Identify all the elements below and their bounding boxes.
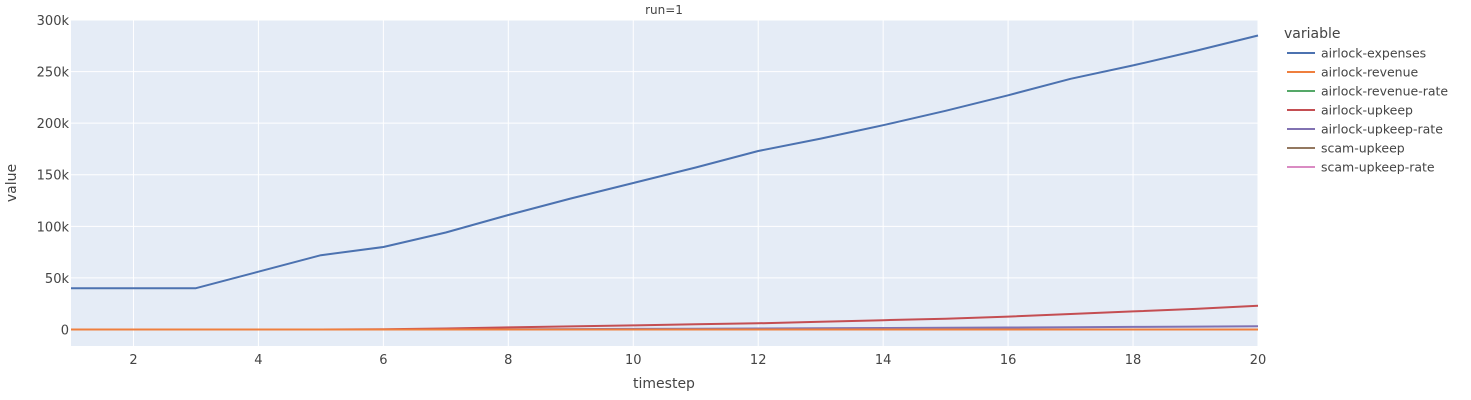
legend-label: airlock-revenue-rate [1321, 84, 1448, 99]
y-tick-label: 150k [37, 169, 70, 184]
y-tick-label: 0 [61, 323, 69, 338]
y-tick-label: 300k [37, 14, 70, 29]
x-tick-label: 2 [129, 353, 137, 368]
x-tick-label: 4 [254, 353, 262, 368]
y-tick-label: 50k [45, 272, 70, 287]
legend: variable airlock-expenses airlock-revenue… [1284, 26, 1448, 175]
legend-label: airlock-upkeep-rate [1321, 122, 1443, 137]
x-tick-label: 20 [1250, 353, 1267, 368]
legend-item-airlock-expenses[interactable]: airlock-expenses [1287, 46, 1426, 61]
y-tick-label: 100k [37, 220, 70, 235]
legend-label: scam-upkeep [1321, 141, 1405, 156]
legend-title: variable [1284, 26, 1340, 42]
y-axis-title: value [4, 164, 20, 202]
y-tick-label: 200k [37, 117, 70, 132]
series-lines [71, 34, 1259, 331]
x-tick-label: 18 [1125, 353, 1142, 368]
series-line-airlock-expenses [71, 34, 1259, 290]
legend-label: scam-upkeep-rate [1321, 160, 1435, 175]
legend-item-scam-upkeep-rate[interactable]: scam-upkeep-rate [1287, 160, 1435, 175]
x-axis-ticks: 2 4 6 8 10 12 14 16 18 20 [129, 353, 1266, 368]
x-axis-title: timestep [633, 376, 695, 392]
y-axis-ticks: 0 50k 100k 150k 200k 250k 300k [37, 14, 70, 338]
x-tick-label: 12 [750, 353, 767, 368]
legend-item-scam-upkeep[interactable]: scam-upkeep [1287, 141, 1405, 156]
legend-item-airlock-upkeep-rate[interactable]: airlock-upkeep-rate [1287, 122, 1443, 137]
legend-item-airlock-revenue[interactable]: airlock-revenue [1287, 65, 1419, 80]
x-tick-label: 8 [504, 353, 512, 368]
plot-area [71, 20, 1258, 346]
legend-label: airlock-expenses [1321, 46, 1426, 61]
y-tick-label: 250k [37, 66, 70, 81]
legend-items: airlock-expenses airlock-revenue airlock-r… [1287, 46, 1448, 175]
x-tick-label: 6 [379, 353, 387, 368]
legend-item-airlock-upkeep[interactable]: airlock-upkeep [1287, 103, 1413, 118]
facet-title: run=1 [645, 3, 683, 17]
legend-label: airlock-upkeep [1321, 103, 1413, 118]
x-tick-label: 14 [875, 353, 892, 368]
x-tick-label: 10 [625, 353, 642, 368]
legend-item-airlock-revenue-rate[interactable]: airlock-revenue-rate [1287, 84, 1448, 99]
x-tick-label: 16 [1000, 353, 1017, 368]
legend-label: airlock-revenue [1321, 65, 1419, 80]
